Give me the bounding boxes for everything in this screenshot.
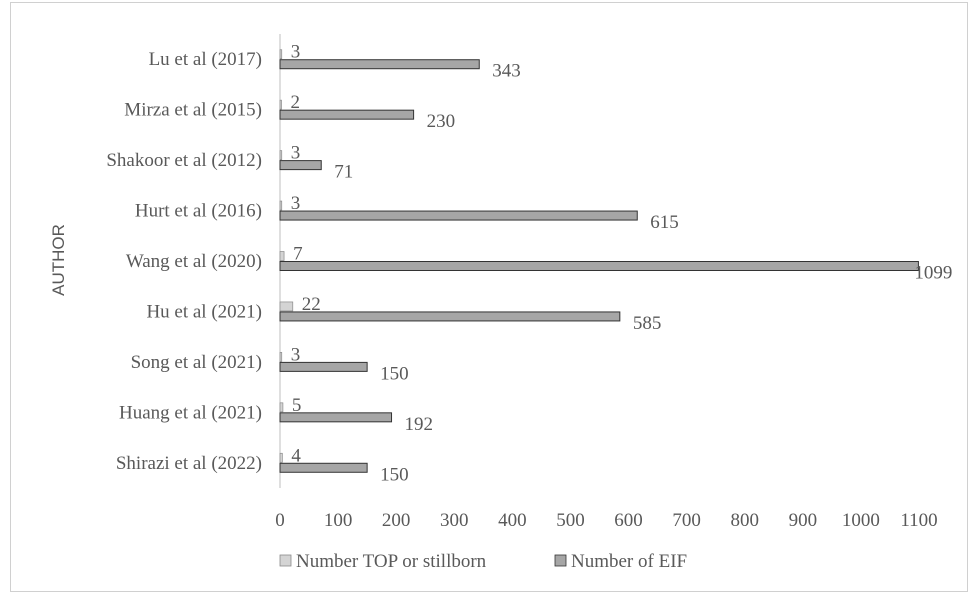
- bar-series-eif: [279, 109, 415, 120]
- x-tick-label: 600: [614, 510, 643, 531]
- data-label-eif: 192: [405, 414, 434, 435]
- data-label-top-stillborn: 22: [302, 294, 321, 315]
- y-tick-label: Huang et al (2021): [119, 402, 262, 423]
- x-tick-label: 400: [498, 510, 527, 531]
- x-tick-label: 1100: [900, 510, 937, 531]
- data-label-eif: 150: [380, 363, 409, 384]
- data-label-eif: 230: [427, 111, 456, 132]
- x-tick-label: 200: [382, 510, 411, 531]
- x-tick-label: 300: [440, 510, 469, 531]
- data-label-eif: 150: [380, 464, 409, 485]
- data-label-eif: 615: [650, 212, 679, 233]
- y-tick-label: Hu et al (2021): [146, 301, 262, 322]
- bar-series-top-stillborn: [279, 99, 282, 110]
- bar-series-top-stillborn: [279, 452, 283, 463]
- data-label-top-stillborn: 4: [291, 445, 301, 466]
- x-tick-label: 800: [730, 510, 759, 531]
- data-label-top-stillborn: 3: [291, 193, 301, 214]
- bar-series-top-stillborn: [279, 150, 283, 160]
- legend-swatch-eif: [554, 554, 567, 567]
- y-tick-label: Shakoor et al (2012): [106, 150, 262, 171]
- bar-series-eif: [279, 160, 322, 171]
- bar-series-top-stillborn: [279, 352, 283, 362]
- y-tick-label: Mirza et al (2015): [124, 100, 262, 121]
- data-label-eif: 1099: [914, 263, 952, 284]
- x-tick-label: 1000: [842, 510, 880, 531]
- y-tick-label: Lu et al (2017): [149, 49, 262, 70]
- bar-series-eif: [279, 210, 638, 221]
- bar-series-top-stillborn: [279, 200, 283, 211]
- x-tick-label: 900: [789, 510, 818, 531]
- data-label-top-stillborn: 5: [292, 395, 302, 416]
- data-label-eif: 71: [334, 162, 353, 183]
- bar-series-eif: [279, 361, 368, 372]
- bar-series-top-stillborn: [279, 301, 294, 312]
- y-tick-label: Wang et al (2020): [126, 251, 262, 272]
- y-tick-label: Shirazi et al (2022): [116, 453, 262, 474]
- chart-frame: [10, 2, 968, 592]
- bar-series-eif: [279, 59, 480, 70]
- x-tick-label: 100: [324, 510, 353, 531]
- data-label-top-stillborn: 7: [293, 244, 303, 265]
- bar-series-eif: [279, 311, 621, 322]
- bar-series-eif: [279, 462, 368, 473]
- data-label-top-stillborn: 2: [291, 92, 301, 113]
- data-label-top-stillborn: 3: [291, 42, 301, 63]
- bar-series-top-stillborn: [279, 402, 284, 413]
- data-label-top-stillborn: 3: [291, 344, 301, 365]
- legend-swatch-top-stillborn: [279, 554, 292, 567]
- data-label-eif: 585: [633, 313, 662, 334]
- legend-label-eif: Number of EIF: [571, 551, 687, 572]
- x-tick-label: 700: [672, 510, 701, 531]
- x-tick-label: 500: [556, 510, 585, 531]
- y-axis-title: AUTHOR: [49, 224, 68, 296]
- bar-series-eif: [279, 261, 919, 271]
- y-tick-label: Hurt et al (2016): [135, 201, 262, 222]
- y-tick-label: Song et al (2021): [131, 352, 262, 373]
- legend-label-top-stillborn: Number TOP or stillborn: [296, 551, 487, 572]
- bar-series-eif: [279, 412, 393, 423]
- data-label-eif: 343: [492, 61, 521, 82]
- bar-series-top-stillborn: [279, 49, 283, 60]
- data-label-top-stillborn: 3: [291, 143, 301, 164]
- x-tick-label: 0: [275, 510, 285, 531]
- bar-series-top-stillborn: [279, 251, 285, 261]
